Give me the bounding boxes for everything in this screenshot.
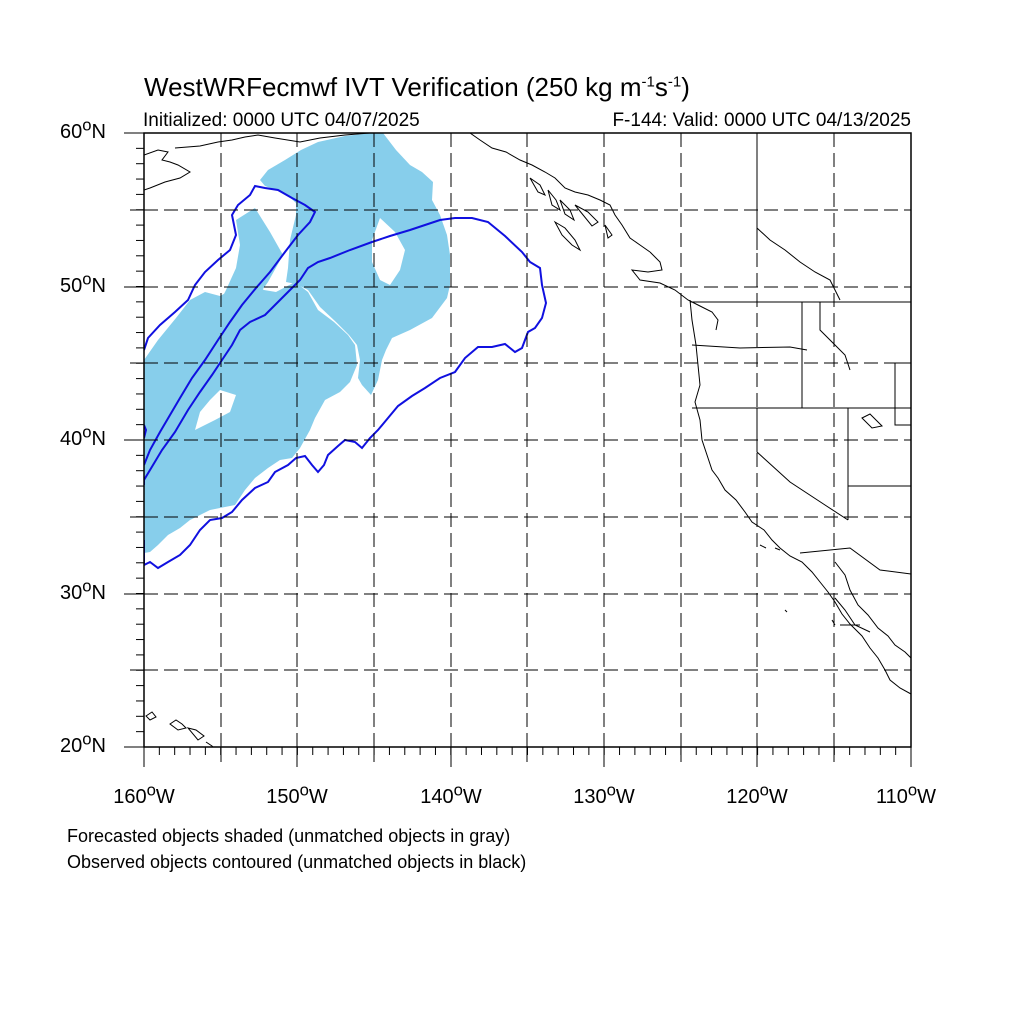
observed-legend-note: Observed objects contoured (unmatched ob… [67, 852, 527, 872]
political-borders [690, 133, 911, 633]
lat-label-50: 50oN [60, 269, 106, 297]
alaska-coast [144, 133, 651, 253]
graticule [144, 133, 911, 747]
valid-time: F-144: Valid: 0000 UTC 04/13/2025 [612, 110, 911, 131]
lon-label-140: 140oW [420, 780, 482, 808]
hawaii-islands [145, 711, 214, 747]
great-salt-lake [861, 413, 884, 429]
coastlines [144, 133, 911, 747]
forecast-object-north [260, 133, 450, 395]
minor-ticks [136, 132, 912, 755]
lon-label-160: 160oW [113, 780, 175, 808]
forecast-object-main [144, 282, 357, 553]
map-title: WestWRFecmwf IVT Verification (250 kg m-… [144, 72, 690, 102]
lat-label-60: 60oN [60, 115, 106, 143]
lat-label-40: 40oN [60, 422, 106, 450]
lat-label-30: 30oN [60, 576, 106, 604]
observed-contour-inner [144, 184, 317, 466]
observed-contour-outer [144, 217, 548, 570]
channel-islands [759, 544, 836, 626]
lon-label-150: 150oW [266, 780, 328, 808]
west-coast [630, 251, 911, 695]
forecast-legend-note: Forecasted objects shaded (unmatched obj… [67, 826, 511, 846]
lat-label-20: 20oN [60, 729, 106, 757]
lon-label-120: 120oW [726, 780, 788, 808]
lon-label-110: 110oW [875, 780, 937, 808]
lon-label-130: 130oW [573, 780, 635, 808]
init-time: Initialized: 0000 UTC 04/07/2025 [143, 110, 420, 131]
alaska-islands [529, 177, 613, 252]
forecast-objects [144, 133, 450, 553]
